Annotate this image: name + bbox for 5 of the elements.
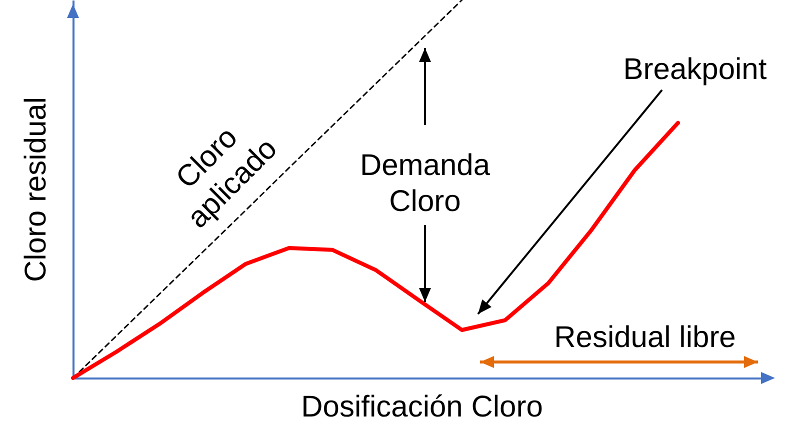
annotation: Breakpoint [622,52,768,88]
x-axis-title: Dosificación Cloro [301,390,543,424]
y-axis-title: Cloro residual [20,96,52,282]
annotation: Demanda Cloro [358,148,492,220]
annotation: Residual libre [553,320,737,356]
